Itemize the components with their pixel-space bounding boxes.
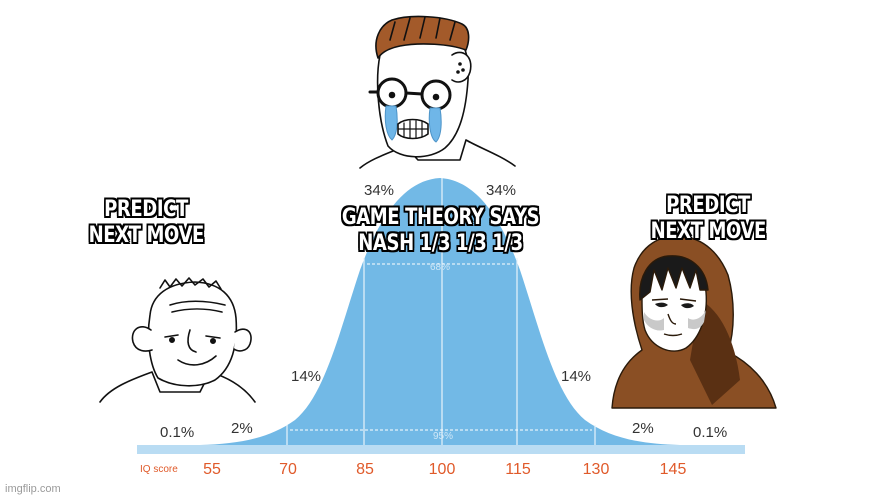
tick-55: 55 (203, 461, 221, 478)
pct-right-14: 14% (561, 368, 591, 385)
watermark: imgflip.com (5, 483, 61, 495)
caption-right-line-1: PREDICT (666, 193, 750, 218)
tick-115: 115 (505, 461, 531, 478)
bell-curve (137, 178, 745, 454)
pct-right-2: 2% (632, 420, 654, 437)
pct-middle-68: 68% (430, 262, 450, 273)
tick-100: 100 (429, 461, 456, 478)
pct-left-34: 34% (364, 182, 394, 199)
crying-nerd-wojak (359, 15, 516, 169)
caption-middle: GAME THEORY SAYS NASH 1/3 1/3 1/3 (340, 205, 541, 257)
caption-left: PREDICT NEXT MOVE (88, 197, 205, 249)
pct-right-34: 34% (486, 182, 516, 199)
axis-label: IQ score (140, 464, 178, 475)
tick-145: 145 (660, 461, 687, 478)
axis-bar (137, 445, 745, 454)
caption-right: PREDICT NEXT MOVE (650, 193, 767, 245)
pct-left-tail: 0.1% (160, 424, 194, 441)
hooded-figure (611, 235, 777, 409)
caption-middle-line-1: GAME THEORY SAYS (341, 205, 540, 230)
caption-left-line-1: PREDICT (104, 197, 188, 222)
pct-left-2: 2% (231, 420, 253, 437)
pct-right-tail: 0.1% (693, 424, 727, 441)
pct-left-14: 14% (291, 368, 321, 385)
caption-middle-line-2: NASH 1/3 1/3 1/3 (358, 231, 523, 256)
caption-left-line-2: NEXT MOVE (88, 223, 205, 248)
pct-middle-95: 95% (433, 431, 453, 442)
tick-130: 130 (583, 461, 610, 478)
tick-85: 85 (356, 461, 374, 478)
bell-curve-area (137, 178, 745, 452)
grinning-bald-wojak (99, 277, 256, 403)
caption-right-line-2: NEXT MOVE (650, 219, 767, 244)
tick-70: 70 (279, 461, 297, 478)
